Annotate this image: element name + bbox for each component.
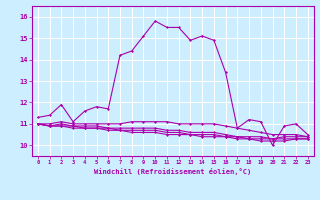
X-axis label: Windchill (Refroidissement éolien,°C): Windchill (Refroidissement éolien,°C)	[94, 168, 252, 175]
